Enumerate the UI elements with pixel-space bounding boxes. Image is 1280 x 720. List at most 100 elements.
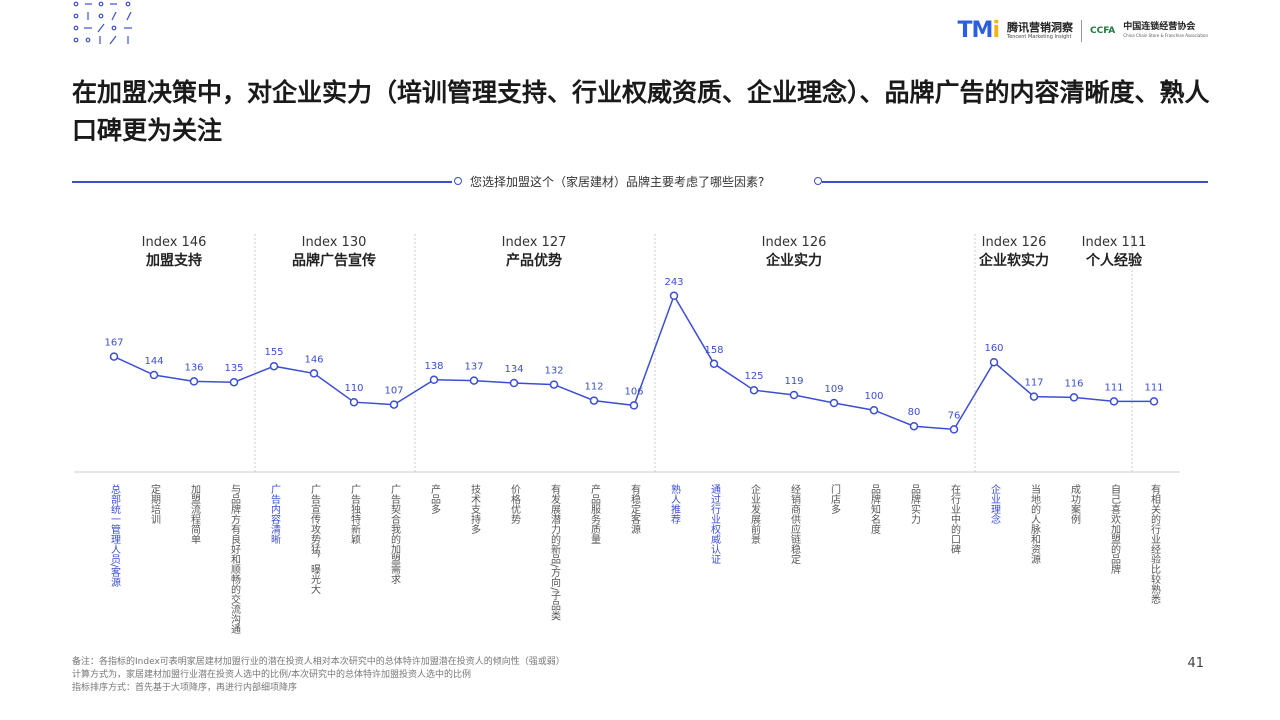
category-label: 广告独特新颖 [349,484,361,545]
dots-logo-icon [73,1,132,45]
data-label: 111 [1104,382,1123,393]
data-point [789,390,799,400]
data-label: 243 [664,277,683,288]
data-label: 132 [544,366,563,377]
data-label: 100 [864,391,883,402]
footnote: 备注：各指标的Index可表明家居建材加盟行业的潜在投资人相对本次研究中的总体特… [72,656,565,695]
group-index-label: Index 146 [142,235,207,250]
data-label: 117 [1024,378,1043,389]
data-label: 125 [744,371,763,382]
category-label: 通过行业权威认证 [709,484,721,564]
data-label: 110 [344,383,363,394]
footnote-line-1: 备注：各指标的Index可表明家居建材加盟行业的潜在投资人相对本次研究中的总体特… [72,657,565,667]
data-point [989,357,999,367]
data-point [509,378,519,388]
data-point [749,385,759,395]
tmi-logo-icon: TMi [957,18,1000,43]
data-point [909,421,919,431]
group-name-label: 产品优势 [506,252,562,269]
data-label: 137 [464,362,483,373]
page-title: 在加盟决策中，对企业实力（培训管理支持、行业权威资质、企业理念）、品牌广告的内容… [72,78,1210,145]
brand-divider [1080,19,1082,42]
data-point [229,377,239,387]
brand-logos: TMi 腾讯营销洞察 Tencent Marketing Insight CCF… [958,18,1208,43]
category-label: 产品服务质量 [589,483,601,544]
data-point [669,291,679,301]
category-label: 成功案例 [1069,484,1081,525]
group-index-label: Index 126 [762,235,827,250]
data-label: 138 [424,361,443,372]
category-label: 企业发展前景 [749,483,761,544]
question-line-right [822,181,1208,183]
tmi-name-cn: 腾讯营销洞察 [1006,20,1073,34]
group-index-label: Index 126 [982,235,1047,250]
category-label: 广告宣传攻势猛，曝光大 [309,484,321,595]
category-label: 当地的人脉和资源 [1029,483,1041,565]
group-name-label: 加盟支持 [145,252,202,269]
data-label: 146 [304,354,323,365]
ccfa-logo-icon: CCFA [1089,25,1116,36]
question-text: 您选择加盟这个（家居建材）品牌主要考虑了哪些因素? [470,175,765,189]
data-point [109,352,119,361]
category-label: 品牌实力 [909,484,921,525]
data-point [1029,392,1039,401]
data-point [389,400,399,409]
tmi-name-en: Tencent Marketing Insight [1006,33,1072,40]
data-point [869,405,879,415]
category-label: 在行业中的口碑 [949,484,961,555]
data-label: 135 [224,363,243,374]
category-label: 广告内容清晰 [269,484,281,545]
group-index-label: Index 127 [502,235,567,250]
ccfa-name-cn: 中国连锁经营协会 [1123,22,1196,32]
category-label: 有相关的行业经验比较熟悉 [1149,483,1161,604]
data-label: 112 [584,382,603,393]
group-name-label: 个人经验 [1085,252,1143,269]
tmi-logo-text: 腾讯营销洞察 Tencent Marketing Insight [1007,22,1073,40]
data-point [589,396,599,405]
data-label: 160 [984,343,1003,354]
category-label: 有稳定客源 [629,483,641,535]
category-label: 与品牌方有良好和顺畅的交流沟通 [229,484,241,634]
data-point [469,376,479,385]
question-dot-left [454,177,462,185]
data-point [949,425,959,434]
page-number: 41 [1187,656,1204,671]
data-point [709,359,719,369]
data-point [829,398,839,408]
ccfa-logo-text: 中国连锁经营协会 China Chain Store & Franchise A… [1123,23,1208,38]
category-label: 定期培训 [149,483,161,525]
category-label: 总部统一管理人员/客源 [109,483,121,588]
footnote-line-2: 计算方式为，家居建材加盟行业潜在投资人选中的比例/本次研究中的总体特许加盟投资人… [72,670,472,680]
category-label: 加盟流程简单 [189,484,201,545]
data-point [149,370,159,380]
data-point [189,377,199,386]
category-label: 价格优势 [509,484,521,525]
data-point [1069,393,1079,402]
footnote-line-3: 指标排序方式：首先基于大项降序，再进行内部细项降序 [72,683,298,693]
category-label: 经销商供应链稳定 [789,483,801,565]
data-point [629,401,639,410]
data-label: 158 [704,345,723,356]
data-label: 76 [948,410,961,421]
data-label: 116 [1064,378,1083,389]
data-point [349,397,359,407]
group-name-label: 企业实力 [765,252,822,269]
data-point [1109,397,1119,406]
data-label: 167 [104,338,123,349]
data-label: 80 [908,407,921,418]
data-label: 144 [144,356,163,367]
data-label: 107 [384,386,403,397]
data-label: 111 [1144,382,1163,393]
question-dot-right [814,177,822,185]
ccfa-name-en: China Chain Store & Franchise Associatio… [1123,33,1208,38]
data-label: 136 [184,362,203,373]
question-banner: 您选择加盟这个（家居建材）品牌主要考虑了哪些因素? [72,170,1208,194]
category-label: 有发展潜力的新品/方向/子品类 [549,483,561,622]
category-label: 产品多 [429,483,441,515]
category-label: 熟人推荐 [669,483,681,525]
category-label: 技术支持多 [469,483,481,535]
data-label: 134 [504,364,523,375]
group-index-label: Index 130 [302,235,367,250]
category-label: 门店多 [829,483,841,515]
